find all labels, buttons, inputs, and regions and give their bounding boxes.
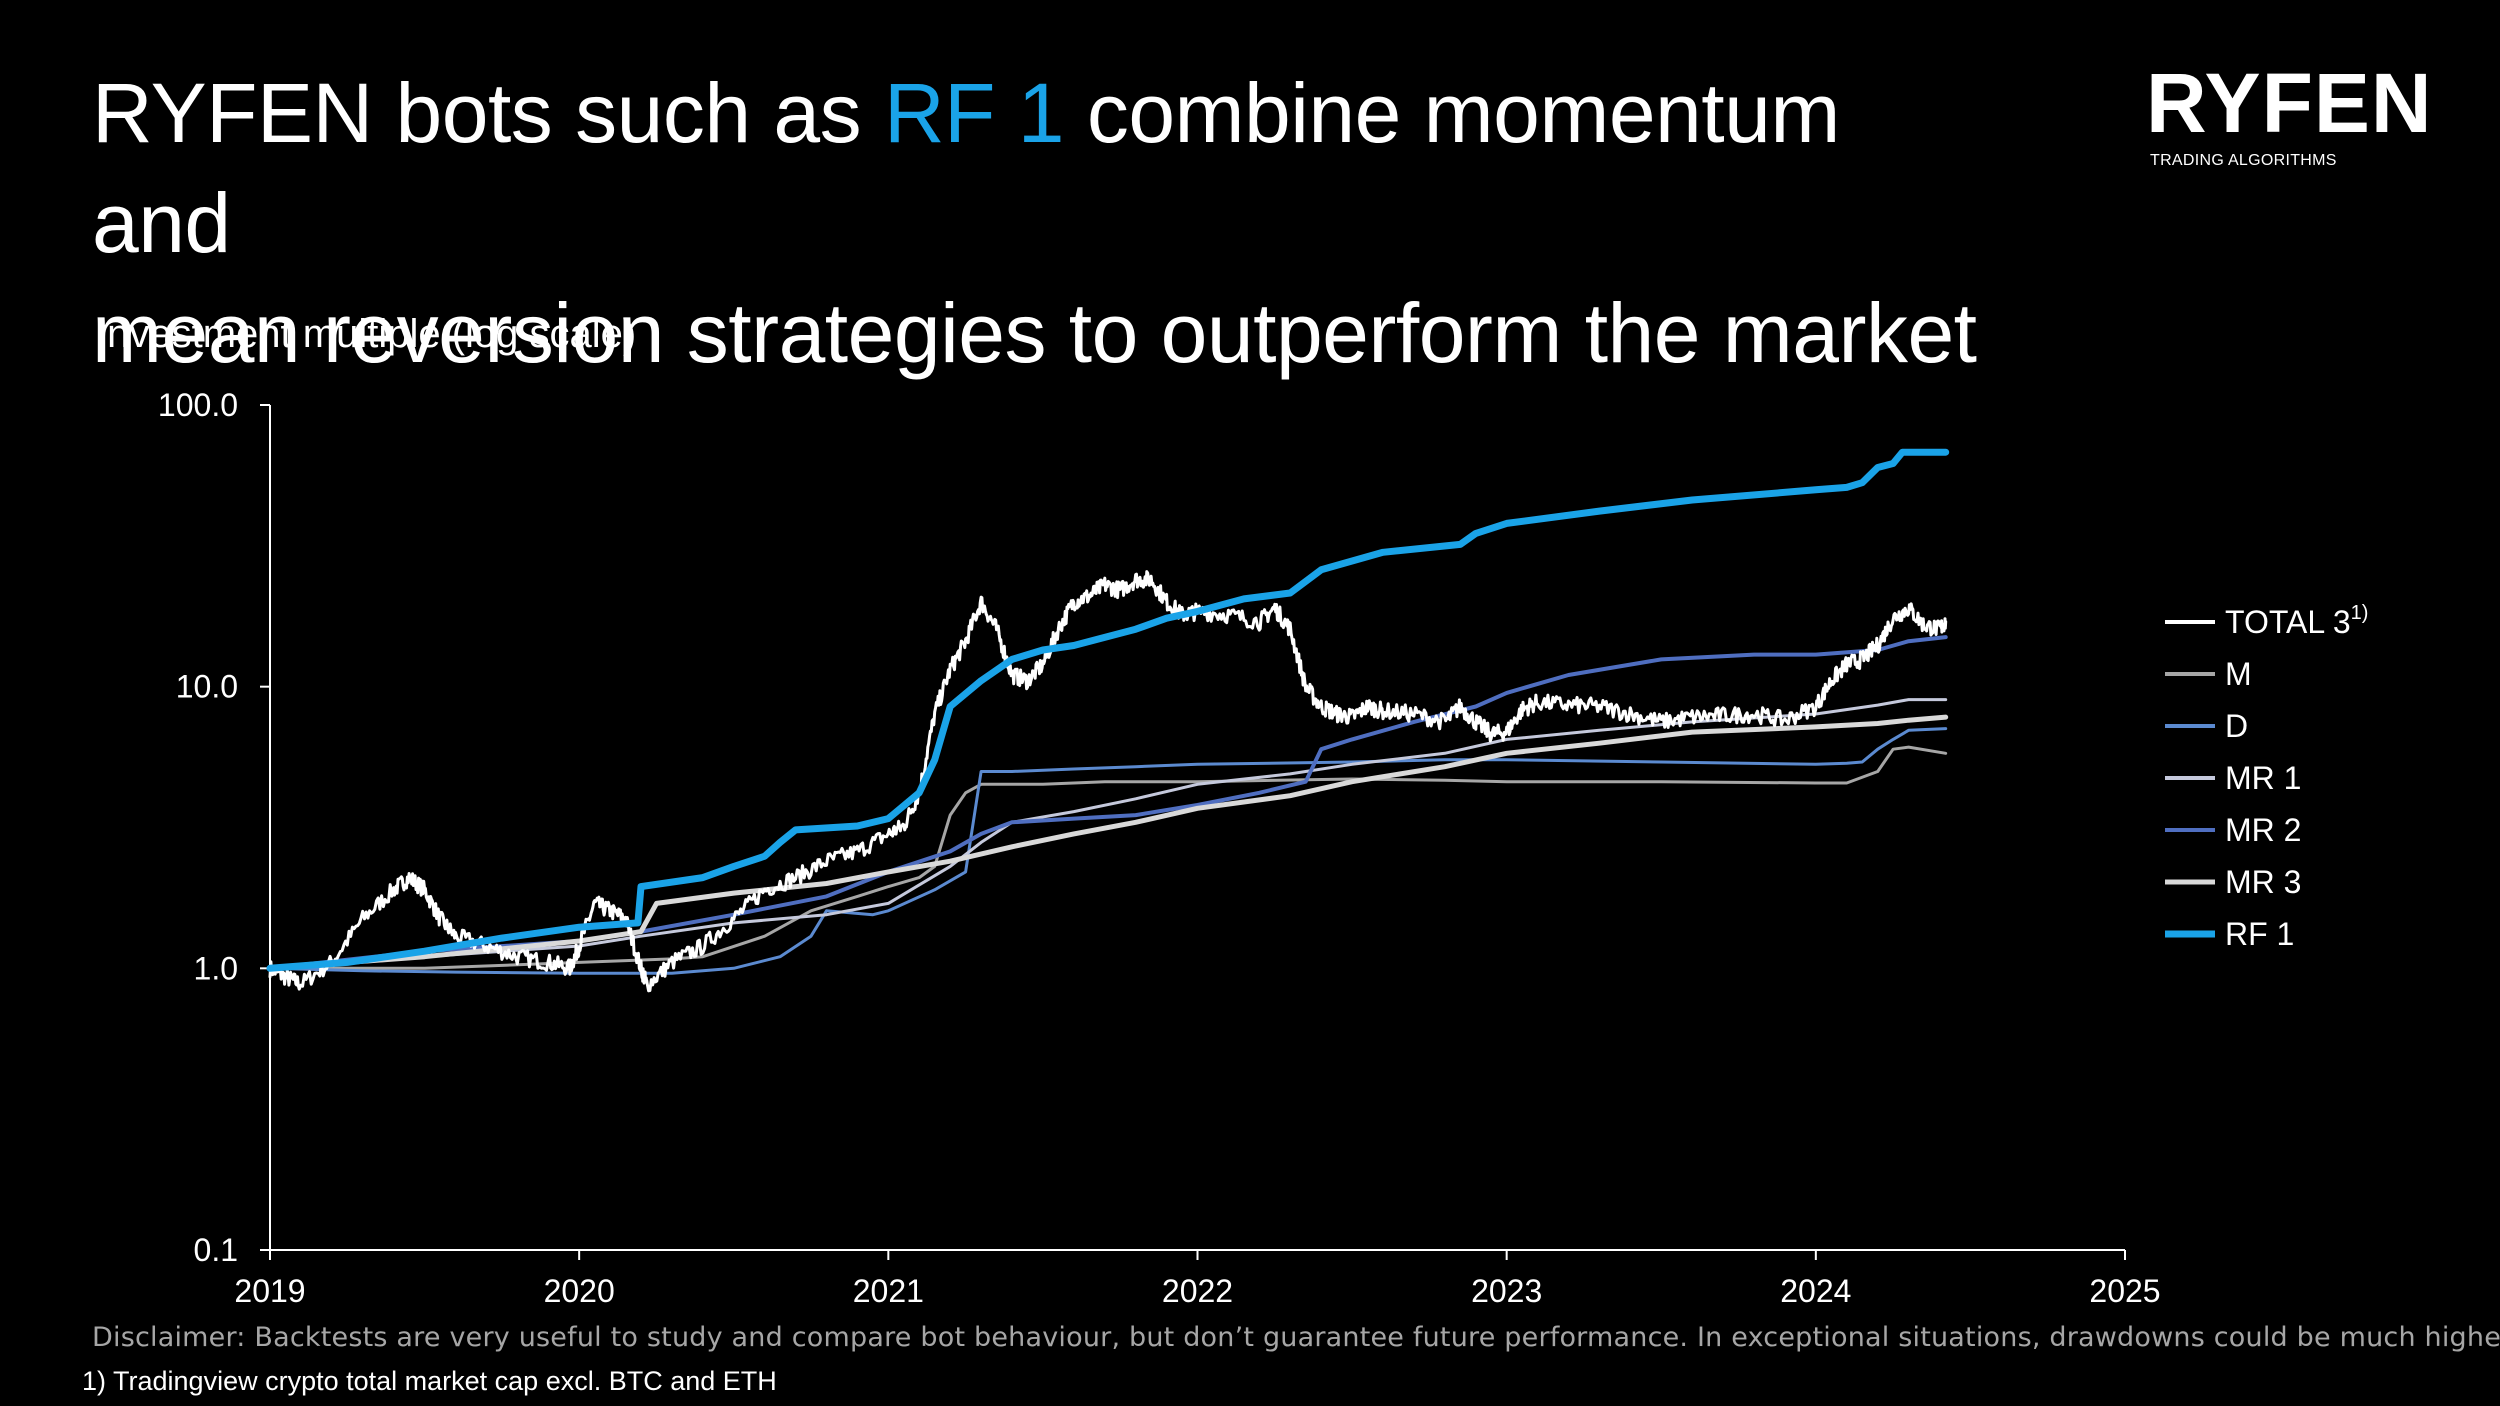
footnote-text: 1) Tradingview crypto total market cap e… <box>82 1366 777 1396</box>
title-part-2: combine momentum and <box>92 66 1840 270</box>
y-axis-label: Investment multiple (log scale) <box>96 312 637 356</box>
chart-legend: TOTAL 31) MD MR 1 MR 2 MR 3 RF 1 <box>2165 602 2368 952</box>
x-tick-label: 2024 <box>1780 1273 1851 1309</box>
disclaimer-text: Disclaimer: Backtests are very useful to… <box>92 1322 2500 1353</box>
slide-title: RYFEN bots such as RF 1 combine momentum… <box>92 58 1992 388</box>
series-line-mr-1 <box>268 698 1948 970</box>
series-line-m <box>268 745 1948 970</box>
legend-label: TOTAL 31) <box>2225 602 2368 640</box>
legend-superscript: 1) <box>2351 602 2369 624</box>
logo-wordmark: RYFEN <box>2146 56 2433 150</box>
title-part-1: RYFEN bots such as <box>92 66 884 160</box>
x-tick-label: 2020 <box>544 1273 615 1309</box>
x-tick-label: 2023 <box>1471 1273 1542 1309</box>
y-tick-label: 0.1 <box>194 1232 238 1268</box>
title-line-1: RYFEN bots such as RF 1 combine momentum… <box>92 58 1992 278</box>
x-tick-label: 2021 <box>853 1273 924 1309</box>
y-tick-label: 10.0 <box>176 669 238 705</box>
legend-label: M <box>2225 656 2252 692</box>
series-line-rf-1 <box>266 448 1950 972</box>
series-line-mr-3 <box>267 714 1949 971</box>
legend-label: MR 3 <box>2225 864 2301 900</box>
y-tick-label: 100.0 <box>158 387 238 423</box>
chart-series-lines <box>266 448 1950 993</box>
legend-label: RF 1 <box>2225 916 2294 952</box>
legend-label: D <box>2225 708 2248 744</box>
title-line-2: mean reversion strategies to outperform … <box>92 286 1977 380</box>
logo-tagline: TRADING ALGORITHMS <box>2150 152 2337 169</box>
x-tick-label: 2022 <box>1162 1273 1233 1309</box>
legend-label: MR 2 <box>2225 812 2301 848</box>
x-tick-label: 2019 <box>234 1273 305 1309</box>
series-line-total-3 <box>268 570 1948 993</box>
legend-label: MR 1 <box>2225 760 2301 796</box>
title-highlight: RF 1 <box>883 66 1065 160</box>
y-tick-label: 1.0 <box>194 950 238 986</box>
x-tick-label: 2025 <box>2089 1273 2160 1309</box>
series-line-mr-2 <box>268 635 1948 971</box>
chart-axes: 0.1 1.0 10.0 100.0 2019 2020 2021 2022 2023 2024 2… <box>158 387 2161 1309</box>
ryfen-logo: RYFEN TRADING ALGORITHMS <box>2146 58 2446 170</box>
series-line-d <box>268 727 1948 975</box>
